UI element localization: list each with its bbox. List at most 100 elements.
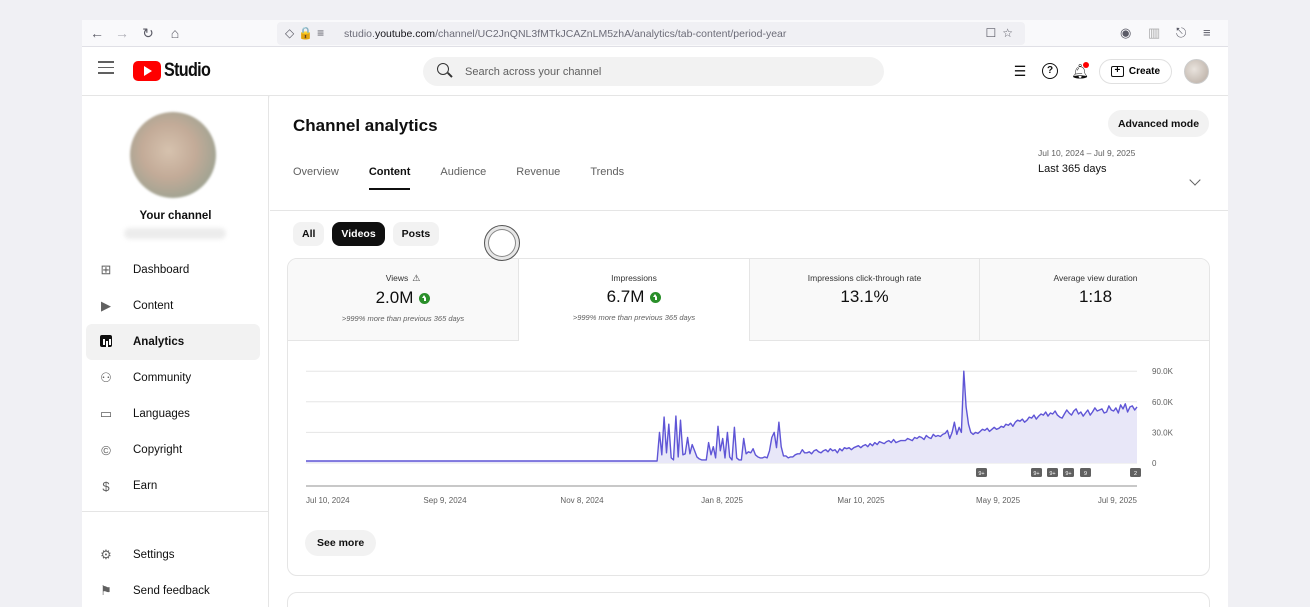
address-bar[interactable]: ◇🔒≡ studio.youtube.com/channel/UC2JnQNL3… [277,22,1025,45]
x-tick-label: Mar 10, 2025 [837,496,885,505]
extensions-icon[interactable]: ⎋ [1176,25,1187,40]
search-bar[interactable] [423,57,884,86]
account-avatar[interactable] [1184,59,1209,84]
notification-dot [1083,62,1089,68]
series-line [306,370,1138,462]
metric-note: >999% more than previous 365 days [572,313,696,322]
mouse-cursor-highlight [484,225,520,261]
tab-audience[interactable]: Audience [440,166,487,178]
analytics-tabs: Overview Content Audience Revenue Trends [293,157,654,190]
forward-arrow-icon[interactable]: → [115,25,129,41]
x-tick-label: Sep 9, 2024 [423,496,467,505]
sidebar-item-settings[interactable]: ⚙ Settings [86,537,260,573]
impressions-chart[interactable]: 90.0K 60.0K 30.0K 0 9+ 9+ 9+ 9+ 9 2 Jul 10, 2024 Se… [288,341,1210,511]
sidebar-divider [82,511,269,512]
video-marker-label: 9 [1084,471,1087,477]
channel-label: Your channel [139,210,212,222]
video-marker-label: 2 [1134,471,1137,477]
metric-views[interactable]: Views ⚠ 2.0M >999% more than previous 365… [288,259,519,341]
create-label: Create [1128,66,1161,77]
series-area [306,371,1137,463]
languages-icon: ▭ [99,406,113,421]
sidebar-item-label: Analytics [133,336,185,348]
advanced-mode-button[interactable]: Advanced mode [1108,110,1209,137]
studio-logo[interactable]: Studio [133,60,218,81]
sidebar-item-copyright[interactable]: © Copyright [86,432,260,468]
tab-revenue[interactable]: Revenue [516,166,561,178]
metric-tabs: Views ⚠ 2.0M >999% more than previous 365… [288,259,1209,341]
x-tick-label: Jul 9, 2025 [1098,496,1138,505]
warning-icon: ⚠ [412,273,421,283]
community-icon: ⚇ [100,370,112,385]
subtitles-icon[interactable]: ☰ [1013,63,1027,79]
logo-text: Studio [164,60,211,81]
site-info-icons: ◇🔒≡ [285,26,329,40]
chip-all[interactable]: All [293,222,325,246]
account-icon[interactable]: ◉ [1120,25,1132,40]
tabs-divider [270,210,1228,211]
notifications-bell-icon[interactable]: 🔔︎ [1071,62,1089,79]
sidebar: Your channel ⊞ Dashboard ▶ Content Analy… [82,96,269,607]
copyright-icon: © [101,442,111,458]
studio-header: Studio ☰ ? 🔔︎ + Create [82,47,1228,96]
see-more-button[interactable]: See more [305,530,377,556]
analytics-icon [88,334,124,350]
metric-label: Impressions click-through rate [807,273,922,283]
metric-impressions[interactable]: Impressions 6.7M >999% more than previou… [519,259,750,341]
sidebar-item-dashboard[interactable]: ⊞ Dashboard [86,252,260,288]
y-tick-label: 60.0K [1152,398,1174,407]
video-marker-label: 9+ [1033,471,1039,477]
sidebar-item-label: Settings [133,549,175,561]
main-content: Channel analytics Advanced mode Overview… [270,96,1228,607]
earn-icon: $ [102,478,110,494]
bookmark-star-icon[interactable]: ☐☆ [985,26,1019,40]
sidebar-item-label: Send feedback [133,585,210,597]
menu-icon[interactable]: ≡ [1203,25,1211,40]
search-input[interactable] [465,57,865,86]
reload-icon[interactable]: ↻ [142,25,154,41]
date-range-picker[interactable]: Jul 10, 2024 – Jul 9, 2025 Last 365 days [1038,148,1135,175]
y-tick-label: 90.0K [1152,367,1174,376]
tab-content[interactable]: Content [368,157,410,190]
content-type-chips: All Videos Posts [293,222,440,246]
create-button[interactable]: + Create [1099,59,1172,84]
help-icon[interactable]: ? [1042,63,1058,79]
hamburger-menu-icon[interactable] [98,61,114,75]
sidebar-item-label: Languages [133,408,190,420]
tab-overview[interactable]: Overview [293,166,339,178]
browser-window: ← → ↻ ⌂ ◇🔒≡ studio.youtube.com/channel/U… [82,20,1228,607]
x-tick-label: Nov 8, 2024 [560,496,604,505]
video-marker [1047,468,1058,477]
content-icon: ▶ [101,298,111,313]
y-tick-label: 30.0K [1152,428,1174,437]
sidebar-item-label: Community [133,372,192,384]
library-icon[interactable]: ▥ [1148,25,1161,40]
sidebar-item-earn[interactable]: $ Earn [86,468,260,504]
date-range-label: Last 365 days [1038,163,1107,175]
sidebar-item-content[interactable]: ▶ Content [86,288,260,324]
next-card [287,592,1210,607]
metric-avg-view-duration[interactable]: Average view duration 1:18 [980,259,1209,341]
settings-icon: ⚙ [100,547,112,562]
back-arrow-icon[interactable]: ← [90,25,104,41]
x-tick-label: May 9, 2025 [976,496,1021,505]
chip-videos[interactable]: Videos [332,222,385,246]
y-tick-label: 0 [1152,459,1157,468]
dashboard-icon: ⊞ [100,262,112,277]
sidebar-item-community[interactable]: ⚇ Community [86,360,260,396]
create-plus-icon: + [1110,66,1124,77]
search-icon[interactable] [437,63,449,75]
tab-trends[interactable]: Trends [590,166,625,178]
video-marker-label: 9+ [1065,471,1071,477]
chevron-down-icon[interactable] [1189,174,1201,186]
sidebar-item-analytics[interactable]: Analytics [86,324,260,360]
sidebar-item-languages[interactable]: ▭ Languages [86,396,260,432]
channel-avatar[interactable] [130,112,216,198]
metrics-card: Views ⚠ 2.0M >999% more than previous 365… [287,258,1210,576]
sidebar-item-send-feedback[interactable]: ⚑ Send feedback [86,573,260,607]
metric-ctr[interactable]: Impressions click-through rate 13.1% [750,259,980,341]
video-marker [1063,468,1074,477]
chip-posts[interactable]: Posts [392,222,440,246]
sidebar-item-label: Copyright [133,444,183,456]
home-icon[interactable]: ⌂ [170,25,180,41]
